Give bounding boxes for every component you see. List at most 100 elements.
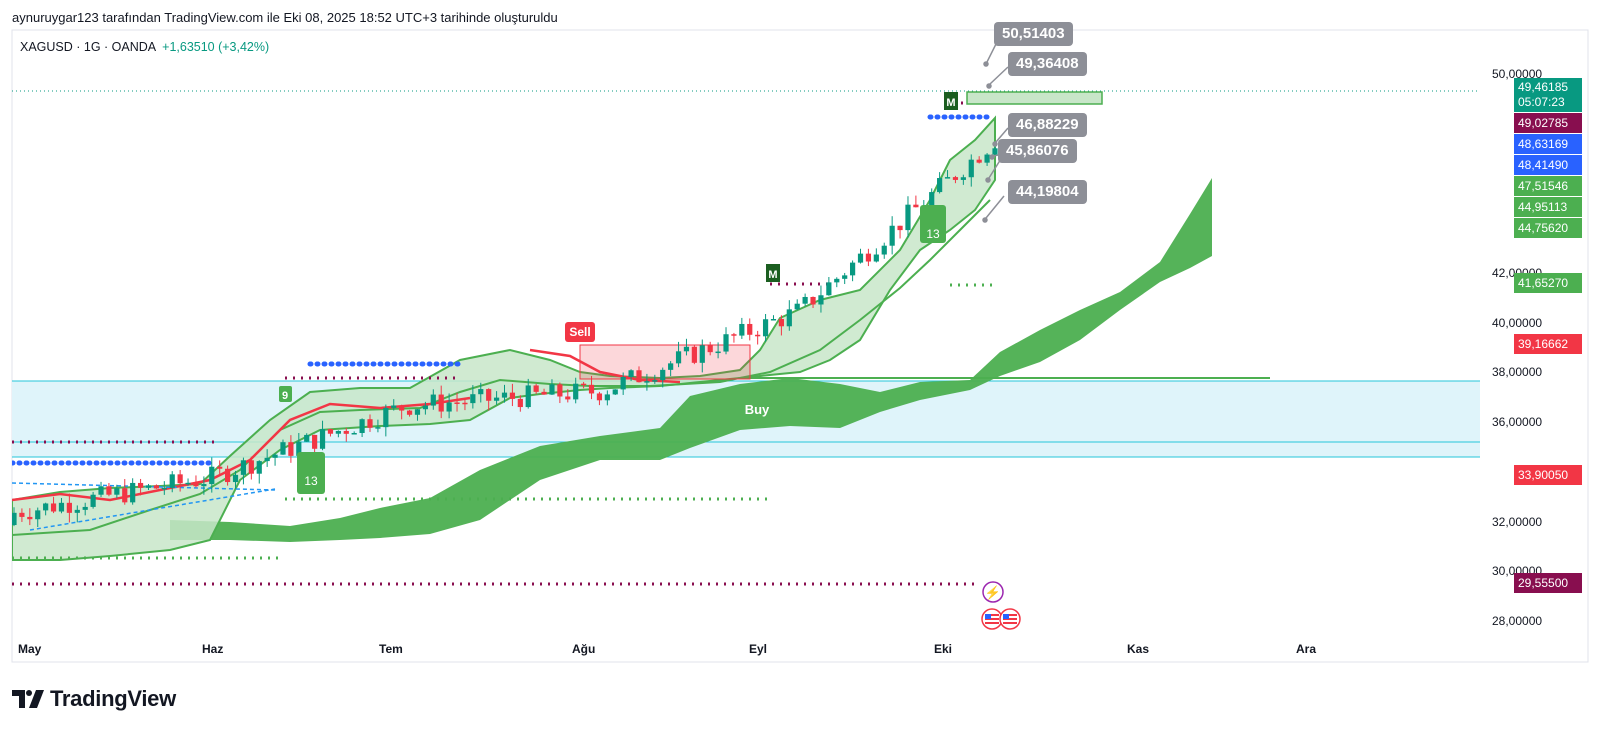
candle-body bbox=[414, 409, 421, 415]
price-scale-label: 44,75620 bbox=[1514, 218, 1582, 239]
candle-body bbox=[74, 509, 80, 513]
y-tick-label: 32,00000 bbox=[1492, 514, 1543, 529]
candle-body bbox=[944, 177, 951, 179]
symbol-name: XAGUSD · 1G · OANDA bbox=[20, 40, 157, 54]
candle-body bbox=[486, 389, 492, 401]
candle-body bbox=[810, 296, 816, 305]
candle-body bbox=[699, 345, 705, 363]
candle-body bbox=[660, 369, 666, 381]
callout-price-3: 46,88229 bbox=[1008, 113, 1087, 137]
price-label-value: 29,55500 bbox=[1518, 576, 1569, 591]
candle-body bbox=[161, 487, 167, 490]
candle-body bbox=[272, 454, 278, 458]
x-tick-label: May bbox=[18, 642, 42, 656]
candle-body bbox=[541, 391, 547, 395]
candle-body bbox=[248, 460, 254, 474]
symbol-info[interactable]: XAGUSD · 1G · OANDA +1,63510 (+3,42%) bbox=[20, 40, 269, 54]
candle-body bbox=[438, 394, 444, 412]
candle-body bbox=[217, 466, 223, 469]
chart-caption: aynuruygar123 tarafından TradingView.com… bbox=[12, 10, 558, 25]
candle-body bbox=[383, 407, 389, 428]
callout-price-4: 45,86076 bbox=[998, 139, 1077, 163]
candle-body bbox=[533, 385, 539, 392]
candle-body bbox=[873, 254, 879, 262]
candle-body bbox=[430, 394, 436, 406]
candle-body bbox=[66, 502, 72, 513]
price-label-value: 39,16662 bbox=[1518, 337, 1569, 352]
svg-text:13: 13 bbox=[304, 474, 318, 488]
y-tick-label: 38,00000 bbox=[1492, 365, 1543, 380]
symbol-change: +1,63510 (+3,42%) bbox=[162, 40, 270, 54]
price-scale-label: 47,51546 bbox=[1514, 176, 1582, 197]
price-scale-label: 39,16662 bbox=[1514, 334, 1582, 355]
candle-body bbox=[573, 383, 579, 400]
us-flag-event-icon[interactable] bbox=[981, 608, 1003, 630]
price-label-value: 44,95113 bbox=[1518, 200, 1568, 215]
candle-body bbox=[264, 457, 270, 462]
green-cloud bbox=[170, 178, 1212, 542]
price-scale-label: 49,02785 bbox=[1514, 113, 1582, 134]
candle-body bbox=[620, 377, 626, 390]
candle-body bbox=[296, 441, 302, 456]
svg-text:⚡: ⚡ bbox=[985, 585, 1001, 601]
candle-body bbox=[462, 402, 468, 405]
callout-price-5: 44,19804 bbox=[1008, 180, 1087, 204]
candle-body bbox=[19, 512, 25, 517]
candle-body bbox=[652, 380, 658, 382]
candle-body bbox=[288, 442, 294, 456]
candle-body bbox=[865, 253, 872, 262]
sequence-marker-9: 9 bbox=[279, 386, 292, 402]
candle-body bbox=[177, 474, 183, 484]
candle-body bbox=[35, 510, 41, 520]
price-label-value: 48,41490 bbox=[1518, 158, 1569, 173]
candle-body bbox=[114, 488, 120, 495]
candle-body bbox=[446, 402, 452, 412]
candle-body bbox=[952, 177, 959, 180]
candle-body bbox=[849, 262, 856, 276]
candle-body bbox=[778, 319, 784, 327]
candle-body bbox=[628, 370, 634, 378]
candle-body bbox=[960, 177, 966, 180]
price-scale-label: 41,65270 bbox=[1514, 272, 1582, 293]
us-flag-event-icon-2[interactable] bbox=[999, 608, 1021, 630]
candle-body bbox=[913, 204, 919, 208]
marker-m-2: M bbox=[944, 92, 958, 110]
candle-body bbox=[668, 363, 674, 370]
candle-body bbox=[153, 485, 160, 489]
candle-body bbox=[470, 394, 476, 404]
candle-body bbox=[517, 398, 523, 408]
candle-body bbox=[343, 430, 349, 434]
price-scale-label: 44,95113 bbox=[1514, 197, 1582, 218]
candle-body bbox=[82, 506, 88, 510]
price-scale-label: 29,55500 bbox=[1514, 573, 1582, 594]
candle-body bbox=[818, 295, 824, 305]
candle-body bbox=[937, 178, 943, 193]
candle-body bbox=[557, 384, 563, 397]
candle-body bbox=[565, 396, 571, 400]
candle-body bbox=[723, 334, 729, 352]
lightning-event-icon[interactable]: ⚡ bbox=[982, 581, 1004, 603]
candle-body bbox=[739, 323, 745, 336]
candle-body bbox=[992, 148, 998, 155]
price-label-value: 49,02785 bbox=[1518, 116, 1569, 131]
callout-price-1: 50,51403 bbox=[994, 22, 1073, 46]
candle-body bbox=[185, 482, 191, 485]
candle-body bbox=[391, 405, 397, 408]
candle-body bbox=[98, 486, 104, 495]
candle-body bbox=[707, 345, 713, 353]
tradingview-logo[interactable]: TradingView bbox=[12, 686, 176, 712]
candle-body bbox=[232, 474, 239, 483]
y-tick-label: 40,00000 bbox=[1492, 315, 1543, 330]
price-scale-label: 48,41490 bbox=[1514, 155, 1582, 176]
candle-body bbox=[675, 351, 682, 364]
candle-body bbox=[280, 442, 286, 455]
candle-body bbox=[762, 319, 769, 337]
tradingview-logo-icon bbox=[12, 690, 44, 708]
candle-body bbox=[367, 419, 373, 428]
x-tick-label: Ara bbox=[1296, 642, 1317, 656]
candle-body bbox=[509, 392, 516, 399]
candle-body bbox=[755, 334, 761, 337]
y-tick-label: 36,00000 bbox=[1492, 415, 1543, 430]
candle-body bbox=[327, 429, 334, 434]
